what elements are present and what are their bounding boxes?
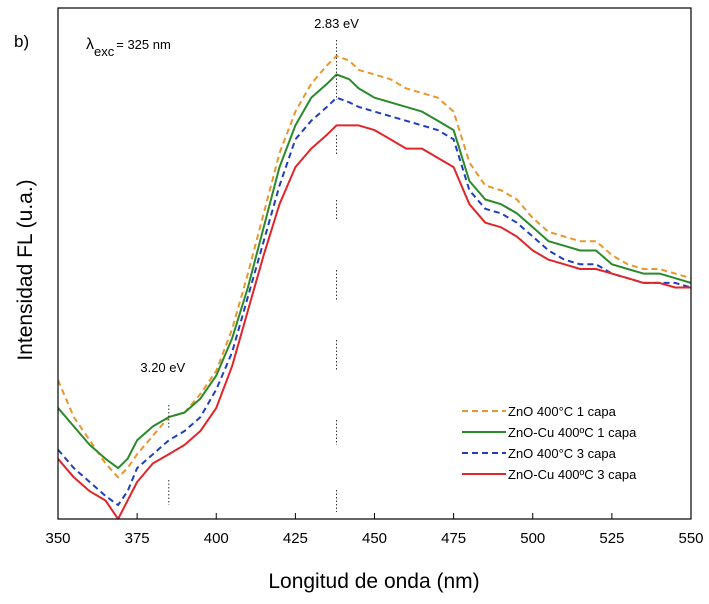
series-line-1 [58,55,691,479]
legend-label: ZnO 400°C 1 capa [508,404,617,419]
x-tick-label: 525 [599,530,624,547]
x-tick-label: 425 [283,530,308,547]
y-axis-title: Intensidad FL (u.a.) [14,179,37,360]
series-layer [58,55,691,519]
annotation-3-20-ev: 3.20 eV [140,360,185,375]
x-tick-label: 375 [125,530,150,547]
excitation-label: λexc = 325 nm [86,36,171,59]
x-axis-title: Longitud de onda (nm) [268,570,479,593]
x-tick-label: 400 [204,530,229,547]
excitation-symbol: λ [86,36,94,53]
x-tick-label: 450 [362,530,387,547]
legend-label: ZnO-Cu 400ºC 1 capa [508,425,637,440]
x-axis-ticks: 350 375 400 425 450 475 500 525 550 [45,513,704,547]
legend-entry: ZnO 400°C 3 capa [462,446,617,461]
annotation-lines [168,40,338,512]
series-line-3 [58,96,691,507]
legend-label: ZnO-Cu 400ºC 3 capa [508,467,637,482]
series-line-4 [58,124,691,519]
x-tick-label: 500 [520,530,545,547]
legend-label: ZnO 400°C 3 capa [508,446,617,461]
panel-label: b) [14,32,29,51]
x-tick-label: 550 [678,530,703,547]
series-line-2 [58,73,691,470]
annotation-2-83-ev: 2.83 eV [314,16,359,31]
plot-frame [57,7,692,520]
excitation-value: = 325 nm [116,37,171,52]
legend-entry: ZnO-Cu 400ºC 3 capa [462,467,637,482]
legend: ZnO 400°C 1 capa ZnO-Cu 400ºC 1 capa ZnO… [462,404,637,482]
legend-entry: ZnO 400°C 1 capa [462,404,617,419]
x-tick-label: 475 [441,530,466,547]
excitation-subscript: exc [94,44,115,59]
legend-entry: ZnO-Cu 400ºC 1 capa [462,425,637,440]
x-tick-label: 350 [45,530,70,547]
